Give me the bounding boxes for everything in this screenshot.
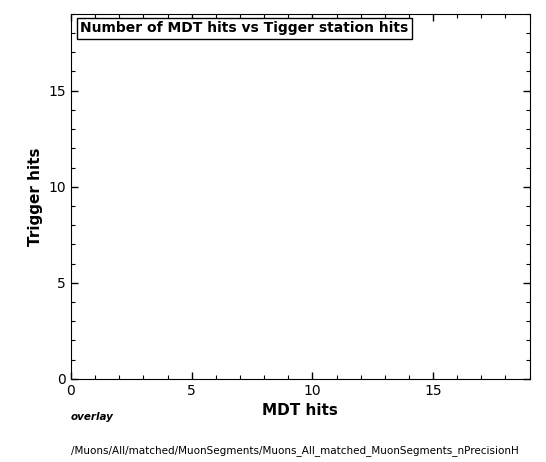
Text: Number of MDT hits vs Tigger station hits: Number of MDT hits vs Tigger station hit… xyxy=(80,21,408,35)
Y-axis label: Trigger hits: Trigger hits xyxy=(28,147,43,246)
Text: /Muons/All/matched/MuonSegments/Muons_All_matched_MuonSegments_nPrecisionH: /Muons/All/matched/MuonSegments/Muons_Al… xyxy=(71,445,519,456)
Text: overlay: overlay xyxy=(71,413,114,422)
X-axis label: MDT hits: MDT hits xyxy=(263,403,338,418)
